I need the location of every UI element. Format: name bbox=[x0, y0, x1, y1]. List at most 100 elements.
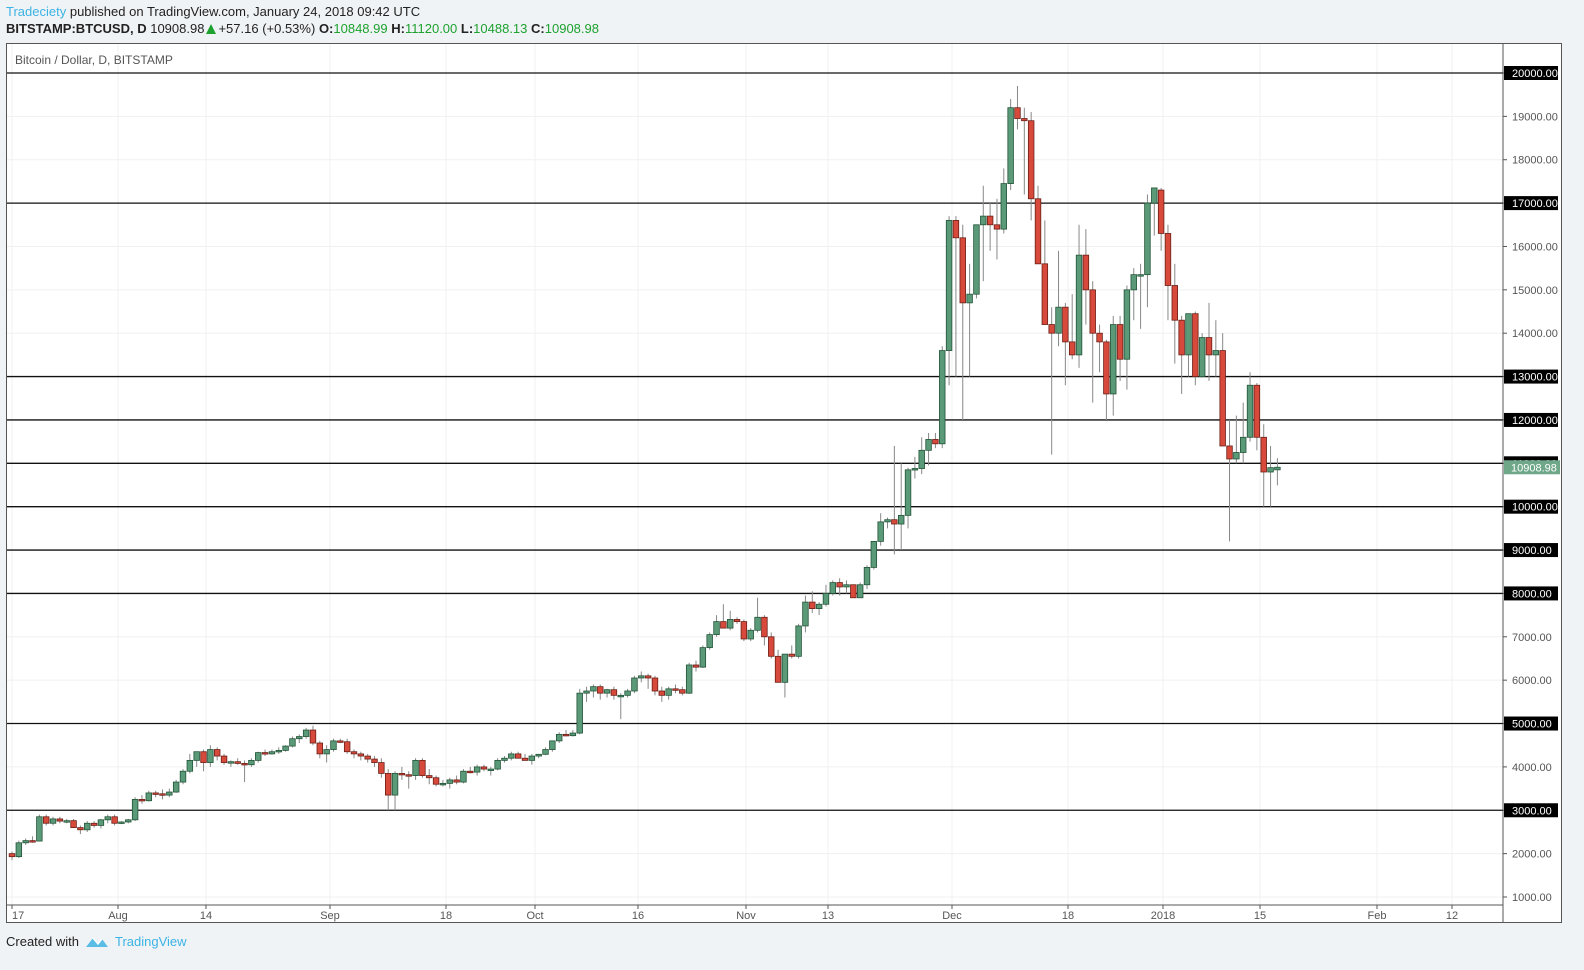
candle bbox=[597, 684, 604, 700]
candle bbox=[1027, 112, 1035, 221]
candle bbox=[898, 463, 905, 551]
candle bbox=[90, 821, 98, 828]
candle bbox=[1055, 250, 1062, 347]
candle bbox=[761, 615, 768, 646]
time-axis-label: 13 bbox=[822, 910, 834, 922]
time-axis-label: Aug bbox=[108, 910, 128, 922]
author-link[interactable]: Tradeciety bbox=[6, 4, 67, 19]
candle bbox=[549, 740, 556, 752]
candle bbox=[432, 775, 440, 787]
candle bbox=[460, 769, 467, 784]
candle bbox=[939, 346, 946, 449]
candle bbox=[159, 789, 166, 800]
candle bbox=[788, 645, 795, 659]
candle bbox=[487, 766, 494, 776]
candle bbox=[863, 565, 871, 590]
footer: Created with TradingView bbox=[6, 934, 187, 949]
candle bbox=[576, 688, 583, 735]
candle bbox=[610, 686, 618, 700]
candle bbox=[590, 684, 597, 698]
candle bbox=[1226, 419, 1233, 542]
candle bbox=[213, 747, 221, 761]
candle bbox=[733, 617, 741, 624]
candle bbox=[439, 779, 447, 787]
candle bbox=[966, 263, 973, 377]
candle bbox=[514, 751, 522, 759]
candle bbox=[727, 610, 734, 631]
price-axis-label: 12000.00 bbox=[1512, 415, 1558, 427]
candle bbox=[706, 632, 713, 650]
candle bbox=[255, 751, 262, 763]
candlestick-chart[interactable]: 1000.00 2000.00 3000.00 4000.00 5000.00 6000.… bbox=[0, 0, 1584, 930]
chart-frame[interactable] bbox=[6, 43, 1562, 923]
candle bbox=[692, 660, 700, 672]
candle bbox=[754, 597, 761, 633]
candle bbox=[556, 732, 563, 744]
candle bbox=[1192, 311, 1199, 386]
candle bbox=[631, 675, 638, 694]
candle bbox=[371, 756, 378, 767]
candle bbox=[166, 788, 173, 798]
candle bbox=[70, 818, 77, 829]
price-axis-label: 20000.00 bbox=[1512, 68, 1558, 80]
candle bbox=[959, 224, 966, 420]
candle bbox=[836, 578, 843, 596]
change-value: +57.16 (+0.53%) bbox=[218, 21, 316, 36]
created-with-label: Created with bbox=[6, 934, 79, 949]
candle bbox=[1178, 315, 1185, 394]
candle bbox=[350, 749, 358, 759]
candle bbox=[665, 686, 672, 700]
candle bbox=[1116, 315, 1124, 381]
candle bbox=[145, 790, 152, 802]
candle bbox=[932, 432, 939, 449]
candle bbox=[275, 747, 282, 754]
price-axis-label: 13000.00 bbox=[1512, 372, 1558, 384]
published-text: published on TradingView.com, January 24… bbox=[69, 4, 421, 19]
candle bbox=[1246, 372, 1254, 442]
candle bbox=[97, 818, 105, 829]
candle bbox=[36, 814, 43, 842]
candle bbox=[644, 673, 652, 689]
symbol-label: BITSTAMP:BTCUSD, D bbox=[6, 21, 147, 36]
tradingview-link[interactable]: TradingView bbox=[114, 934, 187, 949]
time-axis-label: Feb bbox=[1368, 910, 1387, 922]
candle bbox=[870, 540, 878, 570]
candle bbox=[1130, 268, 1137, 321]
candle bbox=[15, 840, 23, 858]
candle bbox=[774, 649, 782, 683]
candle bbox=[1267, 445, 1274, 507]
candle bbox=[220, 753, 228, 765]
candle bbox=[152, 790, 159, 798]
candle bbox=[186, 753, 194, 774]
candle bbox=[131, 797, 139, 822]
price-axis-label: 6000.00 bbox=[1512, 675, 1552, 687]
candle bbox=[843, 580, 850, 594]
candle bbox=[268, 749, 276, 755]
candle bbox=[412, 758, 419, 780]
candle bbox=[1096, 324, 1103, 373]
candle bbox=[398, 766, 406, 780]
candle bbox=[1069, 294, 1076, 360]
candle bbox=[1123, 285, 1131, 390]
candle bbox=[426, 769, 433, 785]
price-axis-label: 9000.00 bbox=[1512, 545, 1552, 557]
candle bbox=[891, 445, 898, 555]
candle bbox=[289, 736, 296, 748]
candle bbox=[104, 814, 111, 824]
time-axis-label: 18 bbox=[440, 910, 452, 922]
candle bbox=[528, 753, 536, 765]
candle bbox=[768, 632, 775, 659]
candle bbox=[1144, 194, 1151, 308]
candle bbox=[84, 821, 91, 832]
candle bbox=[446, 777, 453, 789]
candle bbox=[343, 738, 351, 754]
candle bbox=[480, 764, 488, 772]
candle bbox=[77, 825, 84, 835]
candle bbox=[302, 727, 310, 739]
candle bbox=[815, 602, 823, 616]
time-axis-label: Oct bbox=[526, 910, 543, 922]
time-axis-label: 14 bbox=[200, 910, 212, 922]
high-label: H: bbox=[391, 21, 405, 36]
candle bbox=[1007, 99, 1014, 191]
candle bbox=[1062, 302, 1069, 386]
